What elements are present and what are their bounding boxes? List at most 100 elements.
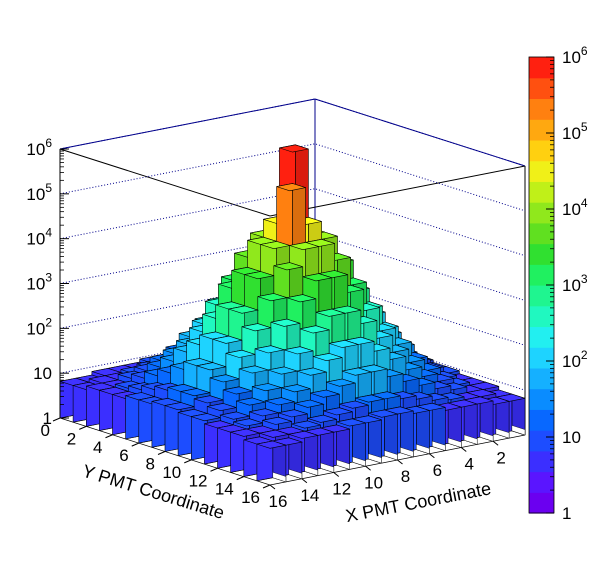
palette-cell <box>529 367 554 390</box>
bar-base <box>463 434 478 445</box>
x-tick-label: 14 <box>300 486 319 505</box>
bar-face-top <box>239 365 269 374</box>
palette-cell <box>529 77 554 100</box>
palette-tick-label: 1 <box>562 504 571 523</box>
y-tick <box>52 417 61 422</box>
bar-base <box>400 447 414 458</box>
palette-cell <box>529 160 554 182</box>
bar-base <box>304 465 318 476</box>
bar-face-top <box>281 384 311 393</box>
bar-base <box>336 459 350 470</box>
palette-tick-label: 104 <box>562 196 588 219</box>
x-tick <box>301 478 308 484</box>
z-tick-label: 10 <box>33 364 52 383</box>
z-tick-label: 1 <box>43 409 52 428</box>
bar-face-top <box>341 367 373 376</box>
x-tick-label: 4 <box>465 455 474 474</box>
bar-face-top <box>336 418 366 427</box>
y-tick <box>157 451 166 455</box>
lego-bars <box>59 144 526 483</box>
palette-cell <box>529 243 554 265</box>
y-tick-label: 2 <box>67 429 76 448</box>
y-tick <box>236 476 244 481</box>
bar-face-top <box>293 399 325 408</box>
palette-cell <box>529 326 554 348</box>
bar-face-top <box>326 378 356 387</box>
palette-cell <box>529 181 554 203</box>
palette-tick-label: 105 <box>562 120 588 143</box>
x-tick <box>429 453 435 459</box>
x-tick-label: 8 <box>401 467 410 486</box>
bar-face-top <box>191 413 221 422</box>
bar-face-top <box>256 440 286 449</box>
x-tick <box>397 459 403 465</box>
z-tick-label: 102 <box>26 315 52 338</box>
bar-face-top <box>329 339 359 348</box>
y-tick <box>79 425 87 430</box>
bar-face-top <box>249 408 279 417</box>
x-axis: 16 14 12 10 8 6 4 2 <box>269 440 506 511</box>
palette-tick-label: 106 <box>562 44 588 67</box>
y-tick-label: 0 <box>41 421 50 440</box>
bar-base <box>352 456 366 467</box>
bar-base <box>288 468 303 480</box>
bar-face-top <box>219 411 251 420</box>
bar-face-top <box>278 409 308 418</box>
y-tick-label: 14 <box>215 480 234 499</box>
bar-face-top <box>225 349 256 358</box>
bar-face-top <box>302 273 332 282</box>
bar-face-top <box>207 403 237 412</box>
y-tick-label: 8 <box>146 455 155 474</box>
bar-base <box>432 440 446 451</box>
bar-face-top <box>323 407 353 416</box>
bar-face-top <box>296 367 328 376</box>
z-tick-label: 105 <box>26 181 52 204</box>
bar-face-top <box>367 409 399 418</box>
color-palette: 1 10 102 103 104 105 106 <box>528 44 588 523</box>
bar-face-top <box>270 318 301 327</box>
bar-face-top <box>291 420 321 429</box>
z-tick-label: 103 <box>26 271 52 294</box>
bar-face-top <box>164 402 195 411</box>
bar-face-top <box>180 388 211 397</box>
bar-face-top <box>194 395 224 404</box>
bar-face-top <box>298 325 331 334</box>
z-axis: 1 10 102 103 104 105 106 <box>26 136 69 428</box>
y-tick <box>105 434 113 439</box>
palette-tick-label: 10 <box>562 428 581 447</box>
x-tick <box>460 447 467 452</box>
palette-cell <box>529 471 554 493</box>
bar-base <box>368 453 382 464</box>
x-tick <box>365 465 371 471</box>
y-tick-label: 6 <box>119 446 128 465</box>
bar-face-top <box>244 271 274 280</box>
bar-face-top <box>233 418 263 427</box>
palette-tick-label: 102 <box>562 348 588 371</box>
bar-face-top <box>254 345 285 354</box>
y-tick <box>210 467 218 472</box>
y-tick-label: 12 <box>189 471 208 490</box>
bar-face-top <box>236 397 266 406</box>
y-tick-label: 4 <box>93 438 102 457</box>
bar-face-top <box>288 430 318 439</box>
bar-base <box>320 462 334 473</box>
bar-face-top <box>289 242 319 251</box>
palette-cell <box>529 450 554 473</box>
palette-cell <box>529 264 554 286</box>
x-tick-label: 10 <box>364 473 383 492</box>
y-tick <box>131 442 139 447</box>
y-tick <box>184 459 192 464</box>
frame-top-front-right <box>269 165 526 217</box>
bar-face-top <box>260 241 290 250</box>
bar-face-top <box>276 183 306 192</box>
bar-face-top <box>315 308 346 317</box>
x-tick <box>333 472 340 477</box>
frame-top-front-left <box>59 148 271 217</box>
z-tick-label: 104 <box>26 226 52 249</box>
y-tick-label: 16 <box>241 488 260 507</box>
bar-base <box>479 431 494 442</box>
palette-cell <box>529 57 554 79</box>
palette-cell <box>529 305 554 328</box>
x-tick <box>269 484 276 490</box>
palette-cell <box>529 119 554 141</box>
